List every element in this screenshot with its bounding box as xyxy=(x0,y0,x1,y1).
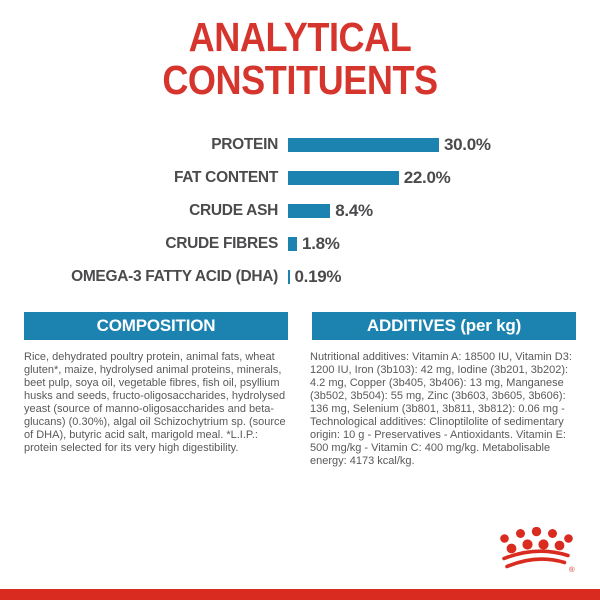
page-title: ANALYTICAL CONSTITUENTS xyxy=(36,16,564,102)
chart-value-label: 30.0% xyxy=(443,134,491,154)
chart-bar xyxy=(288,170,399,185)
chart-bar xyxy=(288,137,439,152)
chart-row: OMEGA-3 FATTY ACID (DHA) 0.19% xyxy=(0,260,600,293)
chart-value-label: 0.19% xyxy=(294,266,342,286)
chart-category-label: FAT CONTENT xyxy=(173,168,278,186)
chart-category-label: PROTEIN xyxy=(211,135,278,153)
footer-red-bar xyxy=(0,589,600,600)
chart-bar xyxy=(288,236,298,251)
composition-heading-label: COMPOSITION xyxy=(96,316,216,335)
chart-row: PROTEIN 30.0% xyxy=(0,128,600,161)
chart-row: FAT CONTENT 22.0% xyxy=(0,161,600,194)
chart-row: CRUDE FIBRES 1.8% xyxy=(0,227,600,260)
royal-canin-crown-icon: ® xyxy=(500,527,575,574)
analytical-bar-chart: PROTEIN 30.0% FAT CONTENT 22.0% CRUDE ASH 8.4… xyxy=(0,128,600,293)
additives-body-text: Nutritional additives: Vitamin A: 18500 … xyxy=(310,351,572,467)
chart-value-label: 1.8% xyxy=(302,233,340,253)
chart-value-label: 8.4% xyxy=(335,200,373,220)
chart-category-label: OMEGA-3 FATTY ACID (DHA) xyxy=(71,267,278,285)
chart-bar xyxy=(288,269,290,284)
page-title-line1: ANALYTICAL xyxy=(188,14,412,60)
composition-body-text: Rice, dehydrated poultry protein, animal… xyxy=(24,351,286,454)
chart-category-label: CRUDE FIBRES xyxy=(165,234,278,252)
page-title-line2: CONSTITUENTS xyxy=(162,57,438,103)
registered-trademark-symbol: ® xyxy=(569,565,575,574)
chart-value-label: 22.0% xyxy=(403,167,451,187)
composition-heading: COMPOSITION xyxy=(24,312,288,340)
additives-heading: ADDITIVES (per kg) xyxy=(312,312,576,340)
additives-heading-label: ADDITIVES (per kg) xyxy=(366,316,522,335)
chart-category-label: CRUDE ASH xyxy=(189,201,278,219)
chart-row: CRUDE ASH 8.4% xyxy=(0,194,600,227)
chart-bar xyxy=(288,203,331,218)
